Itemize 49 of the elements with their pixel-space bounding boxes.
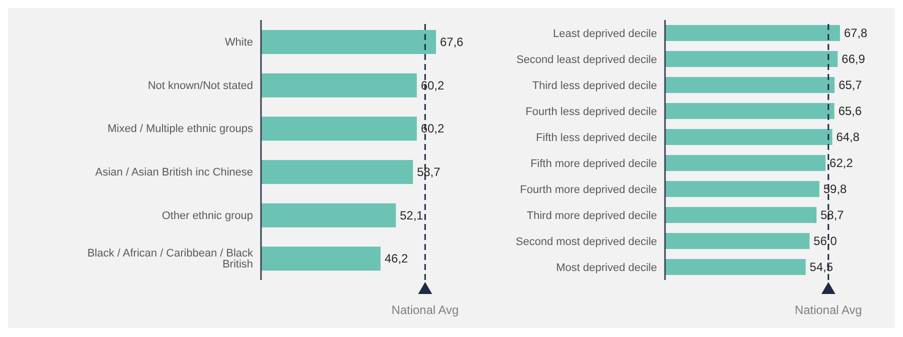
y-tick-label: Least deprived decile — [553, 28, 657, 40]
y-tick-label: Fourth more deprived decile — [520, 184, 657, 196]
data-label: 66,9 — [842, 52, 866, 66]
bar — [261, 246, 381, 271]
y-tick-label: Mixed / Multiple ethnic groups — [107, 123, 254, 136]
data-label: 56,0 — [814, 234, 838, 248]
y-tick-label: Second most deprived decile — [516, 236, 657, 248]
ref-line-label: National Avg — [392, 303, 459, 317]
bar — [665, 51, 838, 67]
data-label: 46,2 — [384, 252, 408, 266]
y-tick-label: Asian / Asian British inc Chinese — [95, 166, 253, 179]
y-tick-label: Third more deprived decile — [526, 210, 657, 222]
ref-line-label: National Avg — [794, 303, 862, 317]
y-tick-label: Third less deprived decile — [532, 80, 657, 92]
data-label: 59,8 — [823, 182, 848, 196]
bar — [665, 259, 806, 275]
data-label: 58,7 — [416, 165, 441, 179]
bar — [665, 25, 840, 41]
data-label: 58,7 — [820, 208, 844, 222]
data-label: 64,8 — [836, 130, 860, 144]
bar — [261, 203, 396, 228]
bar — [665, 129, 832, 145]
y-tick-label: Fifth less deprived decile — [536, 132, 657, 144]
data-label: 65,6 — [838, 104, 862, 118]
data-label: 65,7 — [838, 78, 862, 92]
bar — [261, 160, 413, 184]
data-label: 60,2 — [420, 78, 445, 92]
bar — [665, 181, 820, 197]
data-label: 67,6 — [440, 35, 464, 49]
y-tick-label: Black / African / Caribbean / Black British — [87, 248, 254, 271]
y-tick-label: Second least deprived decile — [516, 54, 657, 66]
bar — [665, 77, 835, 93]
y-tick-label: Most deprived decile — [556, 262, 657, 274]
bar — [261, 30, 436, 54]
y-tick-label: Other ethnic group — [162, 210, 253, 222]
bar — [665, 155, 826, 171]
data-label: 62,2 — [830, 156, 854, 170]
y-tick-label: Not known/Not stated — [148, 80, 253, 92]
bar — [261, 116, 417, 141]
y-tick-label: Fifth more deprived decile — [530, 158, 657, 170]
bar — [665, 103, 834, 119]
bar — [665, 233, 810, 249]
bar — [665, 207, 817, 223]
y-tick-label: White — [224, 36, 253, 49]
y-tick-label: Fourth less deprived decile — [526, 106, 657, 118]
bar — [261, 73, 417, 98]
data-label: 52,1 — [400, 208, 424, 222]
data-label: 60,2 — [420, 122, 445, 136]
data-label: 67,8 — [844, 26, 868, 40]
